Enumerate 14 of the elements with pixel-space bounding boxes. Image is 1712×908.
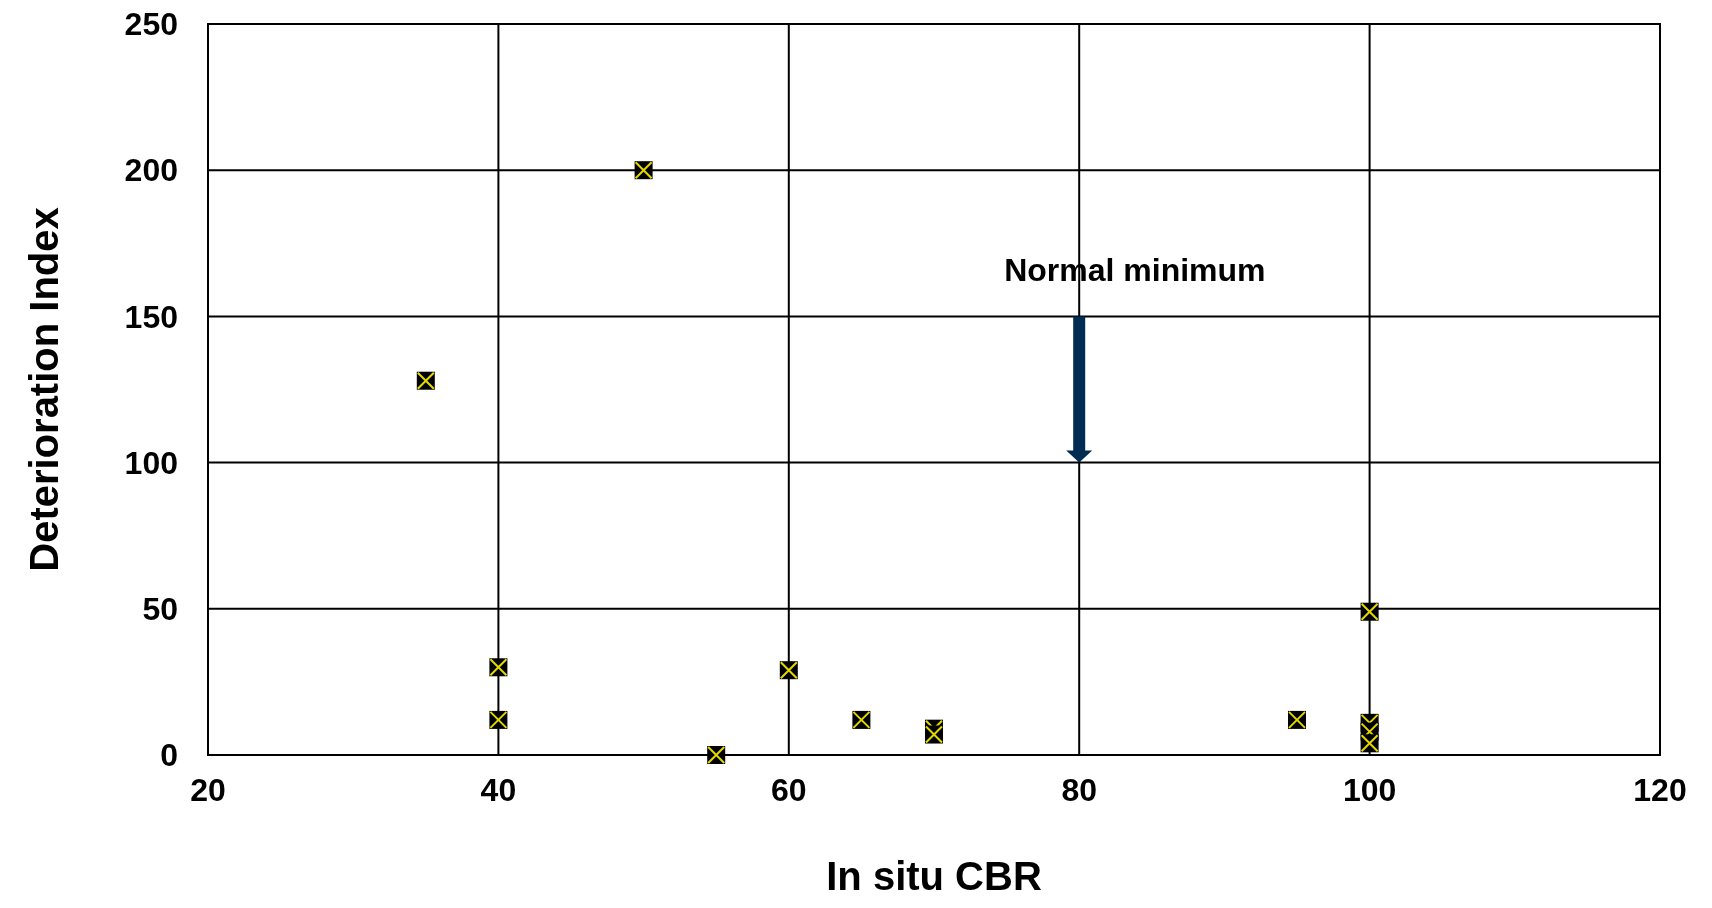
y-axis-title: Deterioration Index <box>22 207 66 572</box>
y-tick-label: 200 <box>124 152 178 189</box>
y-tick-label: 50 <box>142 591 178 627</box>
y-tick-label: 150 <box>124 298 178 335</box>
x-tick-label: 80 <box>1061 772 1097 808</box>
y-tick-label: 0 <box>160 737 178 774</box>
y-tick-label: 100 <box>124 444 178 481</box>
y-tick-label: 250 <box>124 6 178 43</box>
x-axis-title: In situ CBR <box>826 854 1042 898</box>
x-tick-label: 120 <box>1633 772 1687 808</box>
x-tick-label: 100 <box>1342 772 1397 808</box>
x-tick-label: 60 <box>771 772 807 808</box>
x-tick-label: 40 <box>480 772 517 808</box>
x-tick-label: 20 <box>190 772 226 808</box>
